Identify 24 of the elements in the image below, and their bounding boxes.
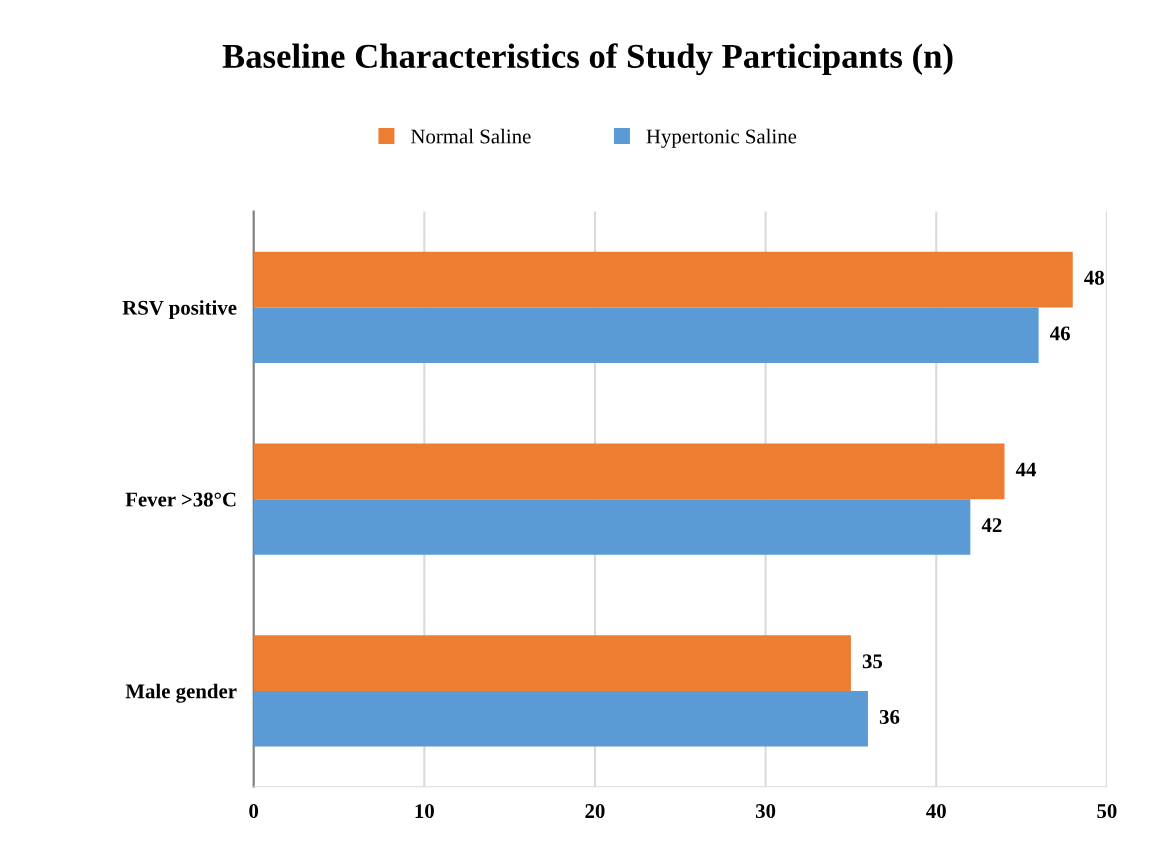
x-tick-label: 10 xyxy=(415,804,434,819)
data-label: 36 xyxy=(879,709,900,724)
data-label: 48 xyxy=(1084,270,1105,285)
bar xyxy=(253,443,1005,500)
x-tick-label: 40 xyxy=(926,804,946,819)
y-tick-label: Fever >38°C xyxy=(125,492,236,507)
legend-label: Normal Saline xyxy=(411,128,531,144)
bar xyxy=(253,499,971,555)
x-tick-label: 20 xyxy=(585,804,605,819)
data-label: 46 xyxy=(1050,326,1070,341)
y-tick-label: Male gender xyxy=(125,683,237,703)
data-label: 42 xyxy=(981,518,1002,532)
x-tick-label: 50 xyxy=(1097,804,1117,819)
x-tick-label: 30 xyxy=(755,804,776,819)
data-label: 35 xyxy=(862,654,883,669)
legend-label: Hypertonic Saline xyxy=(646,128,797,148)
bar xyxy=(253,635,851,691)
bar xyxy=(253,251,1073,308)
chart-title: Baseline Characteristics of Study Participants (n) xyxy=(222,43,953,76)
data-label: 44 xyxy=(1015,462,1037,477)
x-tick-label: 0 xyxy=(249,804,259,819)
bar xyxy=(253,690,868,747)
y-tick-label: RSV positive xyxy=(122,300,237,320)
bar xyxy=(253,307,1039,363)
